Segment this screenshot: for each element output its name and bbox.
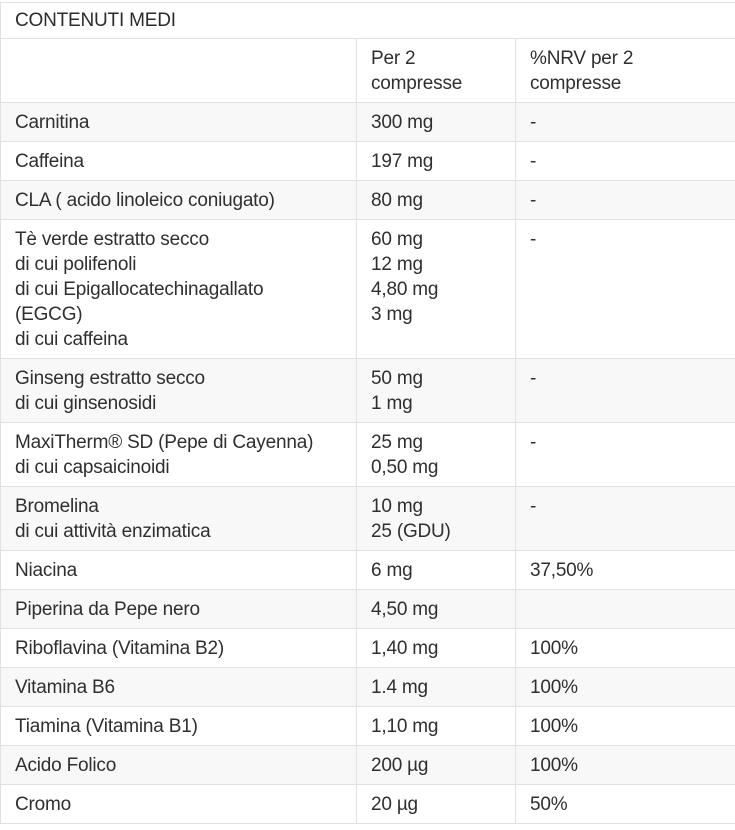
ingredient-name: Acido Folico: [1, 746, 357, 785]
table-title: CONTENUTI MEDI: [1, 3, 735, 39]
table-header-row: Per 2 compresse %NRV per 2 compresse: [1, 39, 735, 103]
ingredient-amount: 60 mg 12 mg 4,80 mg 3 mg: [357, 220, 516, 359]
ingredient-amount: 25 mg 0,50 mg: [357, 423, 516, 487]
ingredient-nrv: -: [516, 487, 735, 551]
column-header-amount: Per 2 compresse: [357, 39, 516, 103]
ingredient-nrv: -: [516, 359, 735, 423]
ingredient-name: Piperina da Pepe nero: [1, 590, 357, 629]
ingredient-nrv: -: [516, 181, 735, 220]
table-row: Tiamina (Vitamina B1) 1,10 mg 100%: [1, 707, 735, 746]
ingredient-name: CLA ( acido linoleico coniugato): [1, 181, 357, 220]
ingredient-nrv: -: [516, 220, 735, 359]
ingredient-nrv: 100%: [516, 668, 735, 707]
ingredient-nrv: -: [516, 423, 735, 487]
table-row: Vitamina B6 1.4 mg 100%: [1, 668, 735, 707]
ingredient-amount: 1.4 mg: [357, 668, 516, 707]
table-row: Niacina 6 mg 37,50%: [1, 551, 735, 590]
ingredient-amount: 1,10 mg: [357, 707, 516, 746]
ingredient-amount: 6 mg: [357, 551, 516, 590]
ingredient-amount: 1,40 mg: [357, 629, 516, 668]
ingredient-name: Ginseng estratto secco di cui ginsenosid…: [1, 359, 357, 423]
table-row: Piperina da Pepe nero 4,50 mg: [1, 590, 735, 629]
table-row: Caffeina 197 mg -: [1, 142, 735, 181]
ingredient-nrv: 50%: [516, 785, 735, 824]
ingredient-name: Carnitina: [1, 103, 357, 142]
ingredient-amount: 4,50 mg: [357, 590, 516, 629]
ingredient-name: Tè verde estratto secco di cui polifenol…: [1, 220, 357, 359]
ingredient-nrv: -: [516, 103, 735, 142]
ingredient-amount: 80 mg: [357, 181, 516, 220]
table-row: Tè verde estratto secco di cui polifenol…: [1, 220, 735, 359]
table-row: Bromelina di cui attività enzimatica 10 …: [1, 487, 735, 551]
table-row: MaxiTherm® SD (Pepe di Cayenna) di cui c…: [1, 423, 735, 487]
ingredient-amount: 300 mg: [357, 103, 516, 142]
ingredient-name: Bromelina di cui attività enzimatica: [1, 487, 357, 551]
ingredient-name: Cromo: [1, 785, 357, 824]
table-row: Cromo 20 µg 50%: [1, 785, 735, 824]
ingredient-name: MaxiTherm® SD (Pepe di Cayenna) di cui c…: [1, 423, 357, 487]
ingredient-nrv: -: [516, 142, 735, 181]
ingredient-amount: 197 mg: [357, 142, 516, 181]
column-header-name: [1, 39, 357, 103]
ingredient-nrv: 100%: [516, 629, 735, 668]
table-row: Ginseng estratto secco di cui ginsenosid…: [1, 359, 735, 423]
ingredient-nrv: 100%: [516, 707, 735, 746]
ingredient-amount: 10 mg 25 (GDU): [357, 487, 516, 551]
ingredient-name: Tiamina (Vitamina B1): [1, 707, 357, 746]
table-row: Acido Folico 200 µg 100%: [1, 746, 735, 785]
ingredient-name: Niacina: [1, 551, 357, 590]
ingredient-amount: 50 mg 1 mg: [357, 359, 516, 423]
ingredient-name: Riboflavina (Vitamina B2): [1, 629, 357, 668]
table-row: Carnitina 300 mg -: [1, 103, 735, 142]
ingredient-name: Vitamina B6: [1, 668, 357, 707]
ingredient-nrv: [516, 590, 735, 629]
table-row: CLA ( acido linoleico coniugato) 80 mg -: [1, 181, 735, 220]
ingredient-nrv: 37,50%: [516, 551, 735, 590]
ingredient-amount: 200 µg: [357, 746, 516, 785]
table-row: Riboflavina (Vitamina B2) 1,40 mg 100%: [1, 629, 735, 668]
table-title-row: CONTENUTI MEDI: [1, 3, 735, 39]
column-header-nrv: %NRV per 2 compresse: [516, 39, 735, 103]
ingredient-nrv: 100%: [516, 746, 735, 785]
ingredient-amount: 20 µg: [357, 785, 516, 824]
ingredient-name: Caffeina: [1, 142, 357, 181]
